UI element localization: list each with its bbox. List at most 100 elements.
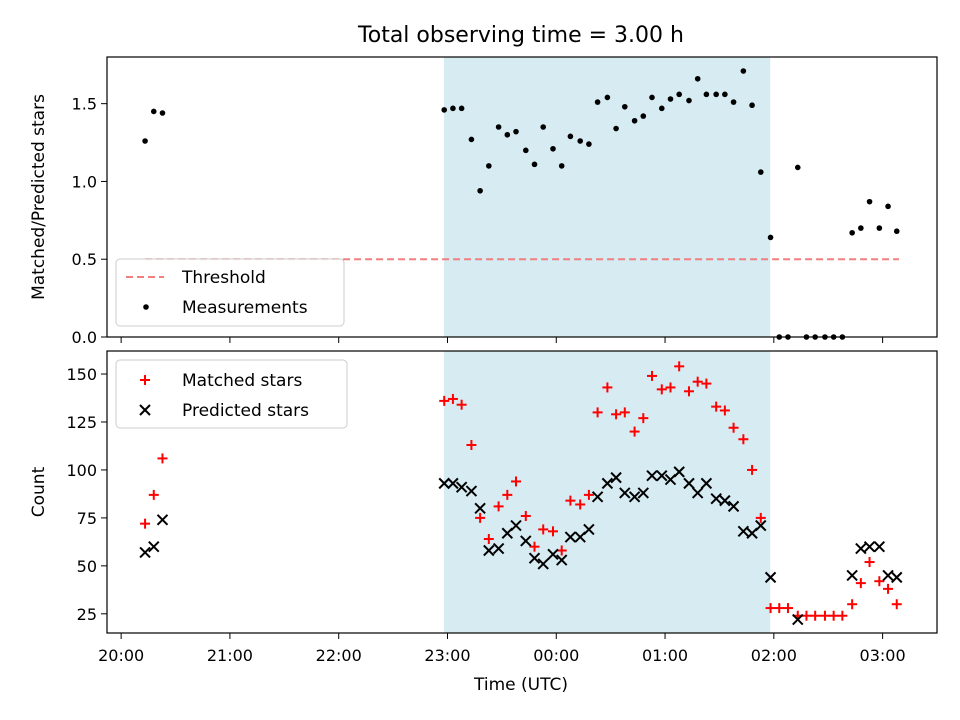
y-axis-label: Count <box>29 466 49 517</box>
measurement-point <box>849 229 855 236</box>
measurement-point <box>893 228 900 235</box>
matched-stars-point <box>692 376 703 387</box>
predicted-stars-point <box>465 485 478 497</box>
x-b <box>764 571 777 584</box>
measurement-point <box>142 138 148 144</box>
matched-stars-point <box>782 603 793 614</box>
x-b <box>855 542 867 555</box>
measurement-point <box>604 94 611 101</box>
y-tick-label: 25 <box>77 605 97 624</box>
predicted-stars-point <box>855 542 867 555</box>
predicted-stars-point <box>520 535 532 547</box>
predicted-stars-point <box>438 477 450 490</box>
x-tick-label: 01:00 <box>642 646 688 665</box>
matched-stars-point <box>447 393 458 404</box>
measurement-point <box>649 94 655 101</box>
predicted-stars-point <box>537 558 549 570</box>
legend-threshold-label: Threshold <box>181 268 266 288</box>
matched-stars-point <box>656 384 667 395</box>
matched-stars-point <box>728 422 739 433</box>
predicted-stars-point <box>139 546 151 559</box>
matched-stars-point <box>774 603 785 614</box>
predicted-stars-point <box>673 466 685 478</box>
matched-stars-point <box>483 534 494 544</box>
matched-stars-point <box>466 440 477 450</box>
y-tick-label: 1.5 <box>72 95 97 114</box>
measurement-point <box>558 163 565 169</box>
y-tick-label: 1.0 <box>72 172 97 191</box>
measurement-point <box>694 75 701 82</box>
measurement-point <box>713 91 719 98</box>
measurement-point <box>458 105 465 112</box>
measurement-point <box>159 110 166 116</box>
matched-stars-point <box>638 413 649 424</box>
x-b <box>637 487 649 499</box>
matched-stars-point <box>611 409 622 420</box>
measurement-point <box>150 108 157 115</box>
x-b <box>156 514 169 526</box>
legend-matched-label: Matched stars <box>182 371 302 391</box>
predicted-stars-point <box>691 487 704 499</box>
predicted-stars-point <box>510 519 522 532</box>
predicted-stars-point <box>555 554 568 566</box>
matched-stars-point <box>819 610 830 621</box>
predicted-stars-point <box>492 542 505 555</box>
predicted-stars-point <box>755 519 767 532</box>
x-b <box>691 487 704 499</box>
matched-stars-point <box>711 401 722 412</box>
matched-stars-point <box>891 599 902 610</box>
plot-frame <box>106 350 938 634</box>
matched-stars-point <box>701 378 712 389</box>
measurement-point <box>658 105 665 112</box>
predicted-stars-point <box>455 481 468 493</box>
x-b <box>483 544 495 557</box>
x-b <box>510 519 522 532</box>
measurement-point <box>730 99 737 105</box>
measurement-point <box>586 141 592 147</box>
x-b <box>737 525 750 538</box>
measurement-point <box>621 103 628 110</box>
matched-stars-point <box>847 599 858 610</box>
matched-stars-point <box>456 399 467 410</box>
measurement-point <box>450 105 456 112</box>
x-b <box>474 502 486 515</box>
x-b <box>873 540 886 553</box>
legend-predicted-swatch-b <box>139 404 151 416</box>
predicted-stars-point <box>610 471 622 484</box>
matched-stars-point <box>738 434 749 445</box>
x-tick-label: 23:00 <box>424 646 470 665</box>
x-b <box>846 569 858 582</box>
y-tick-label: 125 <box>66 413 97 432</box>
matched-stars-point <box>828 610 839 621</box>
predicted-stars-point <box>528 552 541 564</box>
x-b <box>727 500 740 513</box>
x-b <box>683 477 695 490</box>
x-axis-label: Time (UTC) <box>473 675 568 695</box>
matched-stars-point <box>592 407 603 418</box>
predicted-stars-point <box>710 493 722 505</box>
matched-stars-point <box>619 407 630 418</box>
x-tick-label: 20:00 <box>98 646 144 665</box>
matched-stars-point <box>801 610 812 621</box>
figure-title: Total observing time = 3.00 h <box>357 23 684 48</box>
predicted-stars-point <box>564 531 577 543</box>
predicted-stars-point <box>846 569 858 582</box>
shaded-region <box>443 57 771 337</box>
x-b <box>891 571 903 584</box>
x-b <box>700 477 713 490</box>
matched-stars-point <box>556 545 567 556</box>
x-b <box>610 471 622 484</box>
measurement-point <box>866 198 873 205</box>
matched-stars-point <box>140 518 151 529</box>
matched-stars-point <box>837 610 848 621</box>
y-axis-label: Matched/Predicted stars <box>29 94 49 300</box>
measurement-point <box>594 99 601 105</box>
x-b <box>601 477 614 490</box>
predicted-stars-point <box>863 540 876 553</box>
x-b <box>719 494 731 507</box>
predicted-stars-point <box>882 569 894 582</box>
x-tick-label: 22:00 <box>316 646 362 665</box>
measurement-point <box>468 136 475 143</box>
measurement-point <box>686 97 692 104</box>
matched-stars-point <box>529 541 540 552</box>
